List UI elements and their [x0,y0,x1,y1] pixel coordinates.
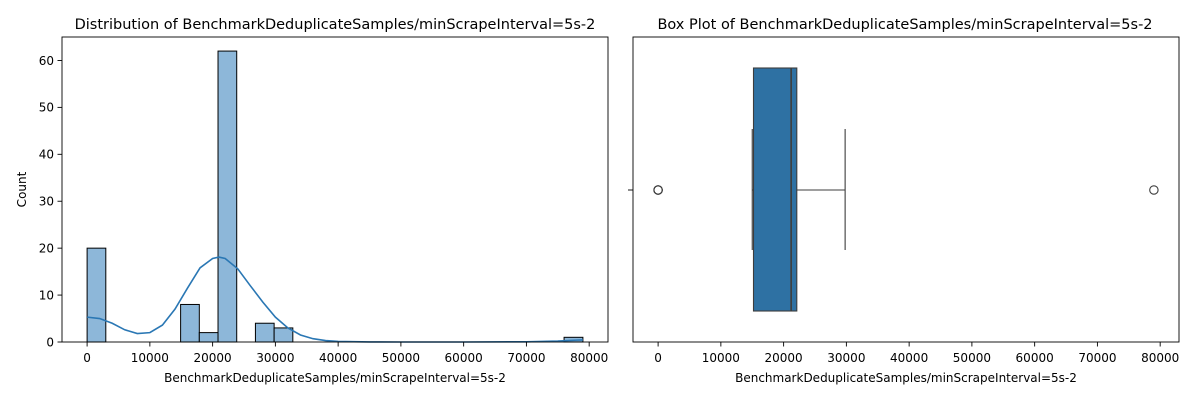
x-tick-label: 40000 [319,351,357,365]
boxplot-panel: Box Plot of BenchmarkDeduplicateSamples/… [628,17,1180,385]
x-tick-label: 10000 [131,351,169,365]
y-tick-label: 10 [39,288,54,302]
histogram-bar [180,303,200,343]
y-tick-label: 50 [39,101,54,115]
outlier-point [1149,185,1159,195]
histogram-bar [86,247,107,343]
x-tick-label: 20000 [765,351,803,365]
x-tick-label: 50000 [953,351,991,365]
boxplot-frame [632,36,1180,343]
x-tick-label: 30000 [256,351,294,365]
x-tick-label: 0 [83,351,91,365]
y-tick-label: 40 [39,148,54,162]
histogram-bar [273,327,294,343]
boxplot-x-ticks: 0 10000 20000 30000 40000 50000 60000 70000 8000… [654,342,1179,365]
boxplot-title: Box Plot of BenchmarkDeduplicateSamples/… [657,17,1152,33]
histogram-frame [61,36,609,343]
x-tick-label: 80000 [1141,351,1179,365]
x-tick-label: 30000 [827,351,865,365]
x-tick-label: 60000 [1016,351,1054,365]
x-tick-label: 70000 [507,351,545,365]
x-tick-label: 40000 [890,351,928,365]
histogram-x-label: BenchmarkDeduplicateSamples/minScrapeInt… [164,371,506,385]
x-tick-label: 60000 [445,351,483,365]
histogram-y-ticks: 0 10 20 30 40 50 60 [39,54,62,349]
histogram-bar [198,332,219,343]
histogram-bar [254,322,275,343]
interquartile-box [752,67,798,312]
histogram-title: Distribution of BenchmarkDeduplicateSamp… [75,17,596,33]
y-tick-label: 20 [39,241,54,255]
histogram-bars [86,50,584,343]
x-tick-label: 80000 [570,351,608,365]
x-tick-label: 70000 [1078,351,1116,365]
y-tick-label: 30 [39,195,54,209]
y-tick-label: 60 [39,54,54,68]
histogram-x-ticks: 0 10000 20000 30000 40000 50000 60000 70000 8000… [83,342,608,365]
kde-curve [87,256,583,343]
x-tick-label: 50000 [382,351,420,365]
x-tick-label: 10000 [702,351,740,365]
x-tick-label: 20000 [194,351,232,365]
y-tick-label: 0 [46,335,54,349]
histogram-panel: Distribution of BenchmarkDeduplicateSamp… [15,17,609,385]
x-tick-label: 0 [654,351,662,365]
outlier-point [653,185,663,195]
boxplot-body [653,67,1159,312]
histogram-y-label: Count [15,171,29,207]
boxplot-x-label: BenchmarkDeduplicateSamples/minScrapeInt… [735,371,1077,385]
histogram-bar [217,50,238,343]
